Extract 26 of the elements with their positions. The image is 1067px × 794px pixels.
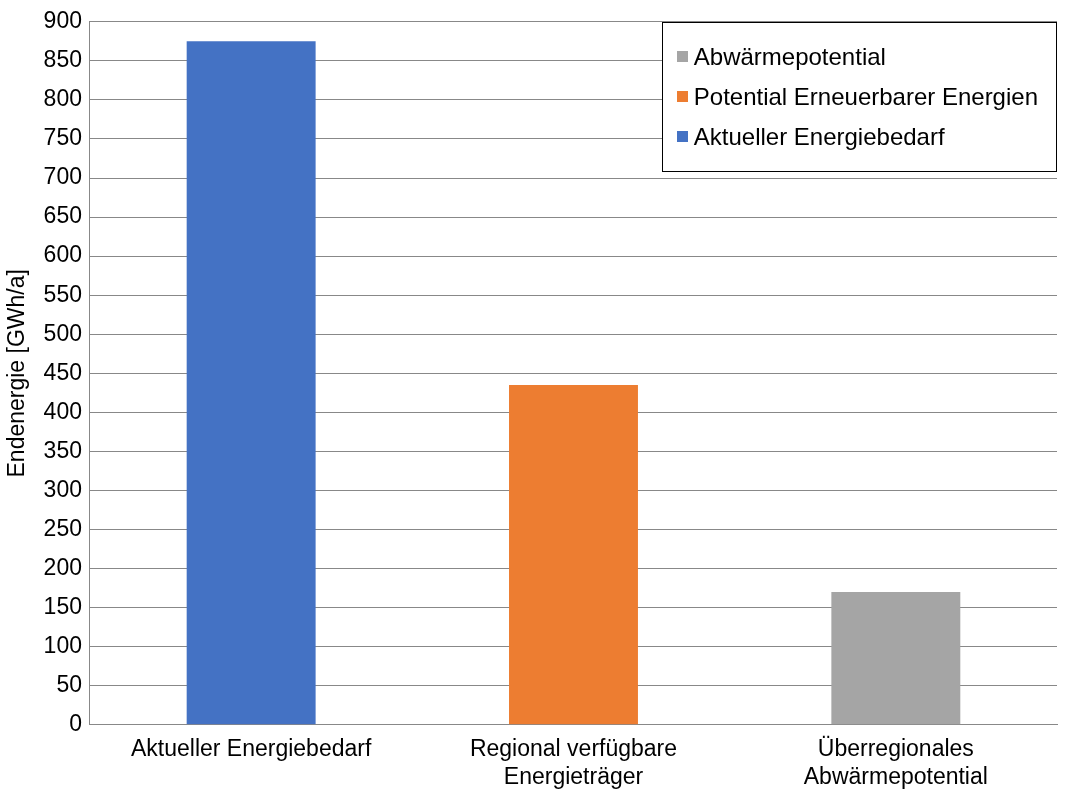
y-tick-label: 300 <box>43 475 82 502</box>
legend-label: Potential Erneuerbarer Energien <box>693 82 1038 111</box>
y-tick-label: 750 <box>43 124 82 151</box>
y-tick-label: 0 <box>69 710 82 737</box>
x-tick-label: Überregionales Abwärmepotential <box>803 734 988 789</box>
y-tick-label: 900 <box>43 7 82 34</box>
y-tick-label: 100 <box>43 632 82 659</box>
y-tick-label: 500 <box>43 319 82 346</box>
y-tick-label: 450 <box>43 358 82 385</box>
y-axis-title: Endenergie [GWh/a] <box>3 269 30 478</box>
legend-label: Abwärmepotential <box>693 42 886 71</box>
y-tick-label: 150 <box>43 592 82 619</box>
x-tick-label: Regional verfügbare Energieträger <box>469 734 678 789</box>
y-tick-label: 250 <box>43 514 82 541</box>
y-tick-label: 700 <box>43 163 82 190</box>
legend-label: Aktueller Energiebedarf <box>693 122 945 151</box>
y-tick-label: 650 <box>43 202 82 229</box>
y-tick-label: 550 <box>43 280 82 307</box>
y-tick-label: 850 <box>43 46 82 73</box>
x-tick-label: Aktueller Energiebedarf <box>130 734 372 761</box>
y-tick-label: 600 <box>43 241 82 268</box>
y-tick-label: 350 <box>43 436 82 463</box>
y-tick-label: 400 <box>43 397 82 424</box>
y-tick-label: 50 <box>56 671 82 698</box>
y-tick-label: 800 <box>43 85 82 112</box>
y-tick-label: 200 <box>43 553 82 580</box>
